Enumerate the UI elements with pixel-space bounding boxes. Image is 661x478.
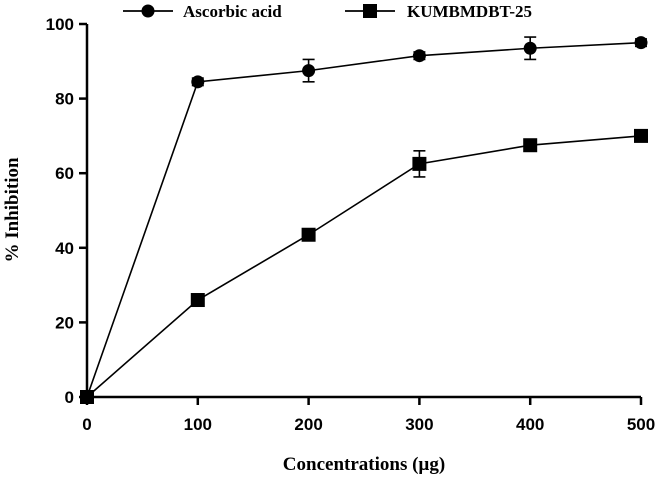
legend-label: KUMBMDBT-25 xyxy=(407,2,532,21)
data-point xyxy=(191,75,205,89)
x-tick-label: 200 xyxy=(294,415,322,434)
data-point xyxy=(523,41,537,55)
y-tick-label: 60 xyxy=(55,164,74,183)
legend-label: Ascorbic acid xyxy=(183,2,282,21)
legend-marker xyxy=(363,4,377,18)
data-point xyxy=(634,128,648,143)
series-ascorbic-acid xyxy=(80,36,648,404)
data-point xyxy=(301,227,316,242)
legend-marker xyxy=(141,4,155,18)
legend-item: KUMBMDBT-25 xyxy=(345,2,532,21)
legend-item: Ascorbic acid xyxy=(123,2,282,21)
x-tick-label: 500 xyxy=(627,415,655,434)
series-kumbmdbt-25 xyxy=(80,128,648,404)
data-point xyxy=(523,138,538,153)
y-tick-label: 40 xyxy=(55,239,74,258)
x-tick-label: 300 xyxy=(405,415,433,434)
series-line xyxy=(86,41,642,398)
data-point xyxy=(302,64,316,78)
y-axis-title: % Inhibition xyxy=(2,157,23,263)
series-line xyxy=(86,135,642,398)
x-tick-label: 400 xyxy=(516,415,544,434)
data-point xyxy=(634,36,648,50)
y-tick-label: 0 xyxy=(65,388,74,407)
plot-area xyxy=(80,36,648,404)
x-tick-label: 100 xyxy=(184,415,212,434)
x-tick-label: 0 xyxy=(82,415,91,434)
data-point xyxy=(412,156,427,171)
data-point xyxy=(412,49,426,63)
legend: Ascorbic acid KUMBMDBT-25 xyxy=(123,2,532,21)
y-tick-label: 100 xyxy=(46,15,74,34)
y-tick-label: 20 xyxy=(55,313,74,332)
x-axis-title: Concentrations (µg) xyxy=(283,454,445,475)
axes: 0 100 200 300 400 500 0 20 40 60 80 100 xyxy=(46,15,656,434)
data-point xyxy=(190,293,205,308)
y-tick-label: 80 xyxy=(55,90,74,109)
